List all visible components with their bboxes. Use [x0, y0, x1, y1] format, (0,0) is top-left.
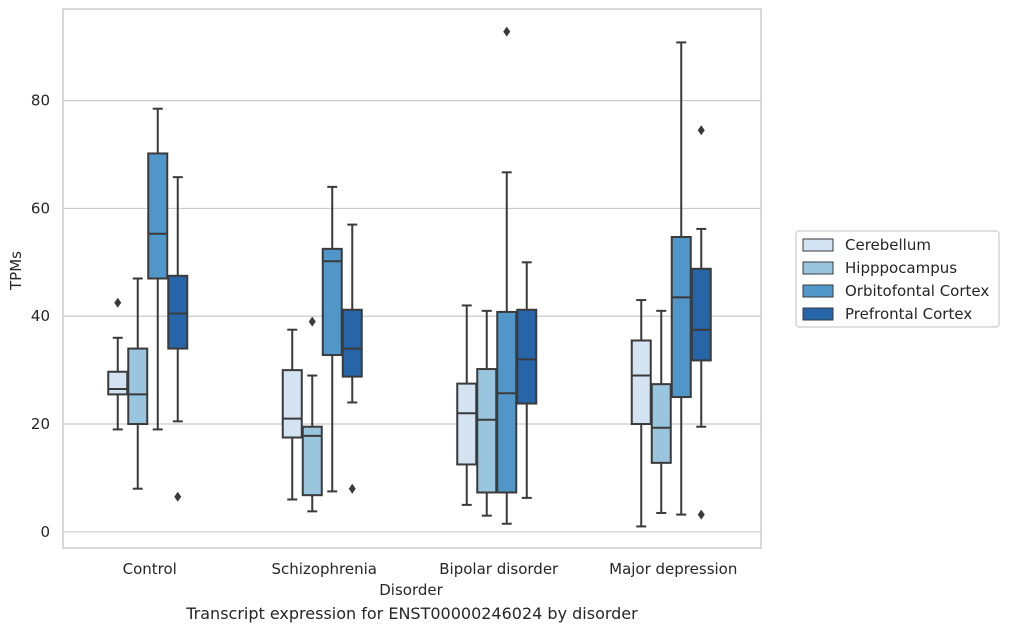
box-group — [650, 309, 672, 514]
x-tick-label: Schizophrenia — [272, 560, 377, 578]
box-iqr — [630, 339, 652, 426]
y-axis-label: TPMs — [7, 251, 25, 291]
legend-swatch — [802, 261, 834, 275]
y-tick-label: 20 — [31, 415, 50, 433]
box-iqr — [341, 308, 363, 378]
outlier-point — [308, 316, 316, 327]
box-group — [690, 125, 712, 520]
box-iqr — [650, 383, 672, 464]
box-iqr — [301, 425, 323, 497]
legend-entry-label: Hipppocampus — [845, 259, 957, 277]
legend-swatch — [802, 238, 834, 252]
outlier-point — [697, 125, 705, 136]
legend-frame — [795, 230, 1000, 328]
box-iqr — [670, 235, 692, 399]
box-series — [107, 26, 712, 528]
y-tick-label: 80 — [31, 92, 50, 110]
box-group — [167, 176, 189, 502]
box-group — [301, 316, 323, 513]
box-iqr — [476, 368, 498, 494]
y-tick-label: 60 — [31, 199, 50, 217]
box-group — [341, 223, 363, 494]
legend-entry-label: Cerebellum — [845, 236, 931, 254]
legend-swatch — [802, 307, 834, 321]
box-group — [476, 309, 498, 517]
outlier-point — [348, 483, 356, 494]
box-iqr — [456, 382, 478, 466]
x-tick-labels: Control Schizophrenia Bipolar disorder Majo… — [123, 560, 738, 578]
outlier-point — [503, 26, 511, 37]
box-group — [147, 107, 169, 431]
legend-swatch — [802, 284, 834, 298]
x-axis-label: Disorder — [379, 581, 443, 599]
box-iqr — [281, 369, 303, 439]
box-group — [127, 277, 149, 490]
box-iqr — [690, 267, 712, 362]
box-group — [516, 261, 538, 499]
box-group — [107, 297, 129, 431]
legend-entry-label: Orbitofontal Cortex — [845, 282, 989, 300]
outlier-point — [174, 491, 182, 502]
outlier-point — [697, 509, 705, 520]
y-tick-labels: 0 20 40 60 80 — [31, 92, 50, 541]
y-tick-label: 0 — [40, 523, 50, 541]
box-iqr — [496, 310, 518, 494]
y-tick-label: 40 — [31, 307, 50, 325]
x-tick-label: Major depression — [609, 560, 737, 578]
box-group — [281, 328, 303, 501]
box-iqr — [147, 152, 169, 280]
chart-caption: Transcript expression for ENST0000024602… — [186, 604, 638, 623]
box-iqr — [516, 308, 538, 405]
box-group — [321, 185, 343, 493]
plot-frame — [62, 8, 762, 549]
box-group — [456, 304, 478, 506]
x-tick-label: Bipolar disorder — [439, 560, 559, 578]
legend-entry-label: Prefrontal Cortex — [845, 305, 972, 323]
box-group — [630, 299, 652, 528]
legend: Cerebellum Hipppocampus Orbitofontal Corte… — [795, 230, 1000, 328]
box-iqr — [167, 274, 189, 350]
outlier-point — [114, 297, 122, 308]
box-group — [670, 41, 692, 516]
box-iqr — [107, 370, 129, 396]
box-iqr — [127, 347, 149, 426]
x-tick-label: Control — [123, 560, 177, 578]
box-iqr — [321, 247, 343, 357]
